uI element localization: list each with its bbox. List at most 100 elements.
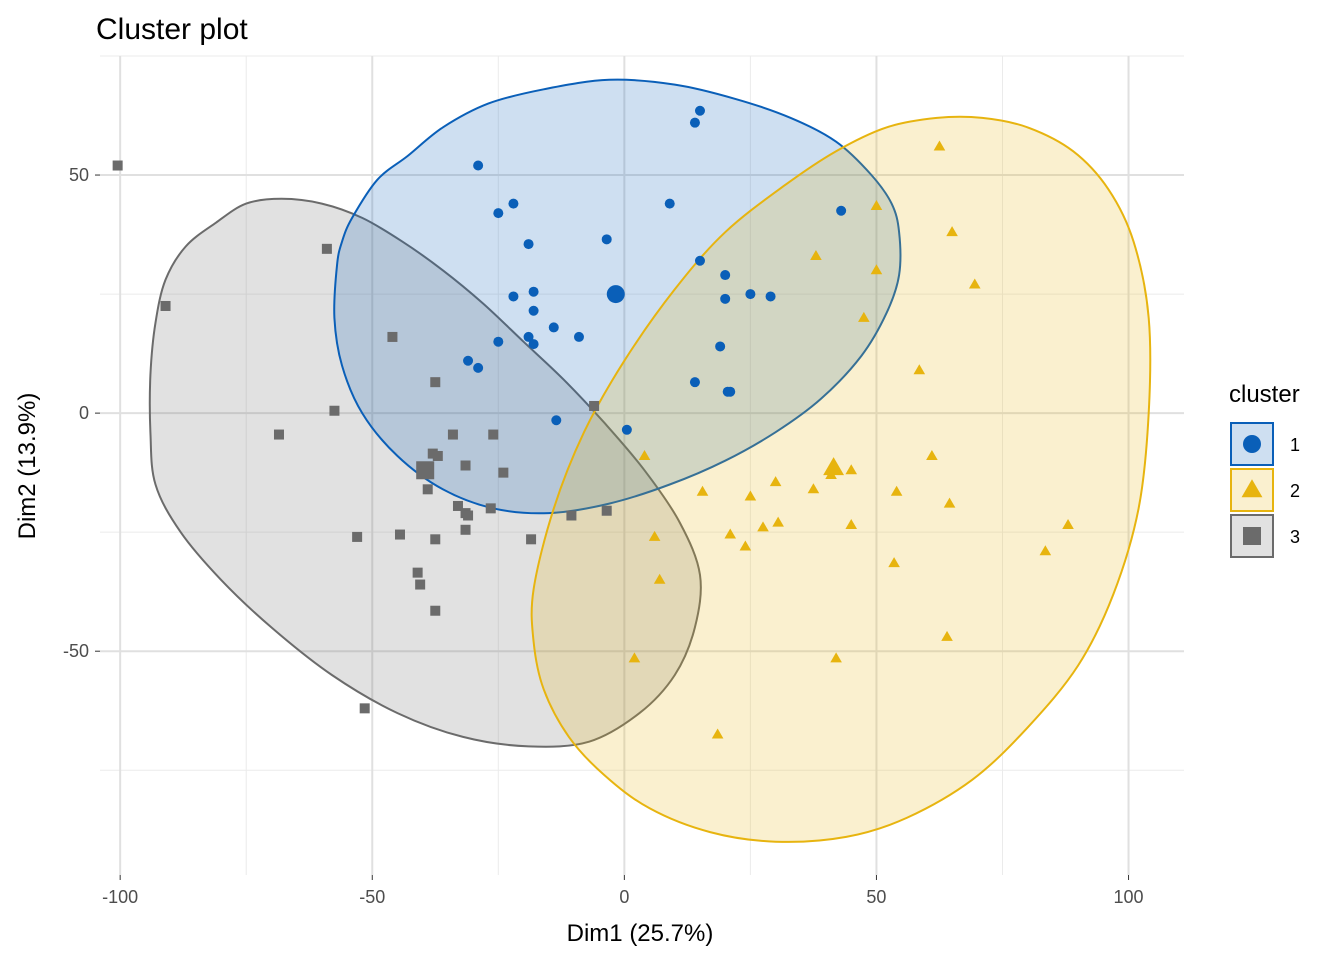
legend-symbol-2 [1241, 479, 1263, 498]
cluster-1-point [523, 331, 534, 342]
cluster-1-point [765, 291, 776, 302]
cluster-1-point [528, 305, 539, 316]
cluster-ellipses [148, 78, 1152, 843]
cluster-1-point [508, 291, 519, 302]
cluster-2-point [870, 199, 883, 210]
legend-symbol-1 [1243, 435, 1261, 453]
cluster-1-point [689, 377, 700, 388]
cluster-3-point [452, 500, 463, 511]
y-tick-label: 0 [79, 403, 89, 423]
cluster-1-point [548, 322, 559, 333]
cluster-2-ellipse [530, 115, 1152, 843]
cluster-3-point [273, 429, 284, 440]
cluster-3-point [321, 243, 332, 254]
cluster-2-point [648, 530, 661, 541]
cluster-3-point [427, 448, 438, 459]
cluster-1-centroid [606, 285, 625, 304]
cluster-2-point [757, 521, 769, 532]
cluster-1-point [836, 205, 847, 216]
cluster-3-point [329, 405, 340, 416]
cluster-3-point [460, 460, 471, 471]
legend: cluster 1 2 3 [1229, 381, 1300, 558]
cluster-3-point [112, 160, 123, 171]
cluster-2-point [810, 249, 822, 260]
x-tick-label: -100 [102, 887, 138, 907]
cluster-2-point [941, 630, 953, 641]
y-axis-title: Dim2 (13.9%) [14, 393, 41, 540]
cluster-2-point [858, 311, 870, 322]
y-tick-label: 50 [69, 165, 89, 185]
cluster-3-point [359, 703, 370, 714]
cluster-1-point [715, 341, 726, 352]
cluster-1-point [551, 415, 562, 426]
cluster-3-point [387, 331, 398, 342]
cluster-1-point [720, 293, 731, 304]
cluster-1-point [473, 362, 484, 373]
cluster-2-point [739, 540, 752, 551]
cluster-2-point [769, 476, 782, 487]
cluster-3-point [447, 429, 458, 440]
cluster-1-point [621, 424, 632, 435]
cluster-3-point [485, 503, 496, 514]
x-tick-label: 0 [619, 887, 629, 907]
y-tick-label: -50 [63, 641, 89, 661]
cluster-3-point [430, 605, 441, 616]
cluster-3-point [601, 505, 612, 516]
cluster-1-point [493, 336, 504, 347]
cluster-2-point [845, 464, 858, 475]
cluster-2-point [830, 652, 842, 663]
cluster-1-point [508, 198, 519, 209]
cluster-2-point [638, 449, 651, 460]
cluster-3-point [160, 300, 171, 311]
x-axis-ticks: -100 -50 0 50 100 [102, 875, 1144, 907]
cluster-1-point [523, 239, 534, 250]
cluster-1-point [694, 255, 705, 266]
cluster-3-point [498, 467, 509, 478]
cluster-2-point [724, 528, 737, 539]
cluster-1-point [463, 355, 474, 366]
cluster-3-point [463, 510, 474, 521]
cluster-2-point [943, 497, 956, 508]
cluster-3-point [430, 377, 441, 388]
cluster-2-point [888, 557, 900, 568]
legend-label-1: 1 [1290, 435, 1300, 455]
cluster-3-point [430, 534, 441, 545]
cluster-2-point [890, 485, 903, 496]
x-tick-label: -50 [359, 887, 385, 907]
cluster-2-point [744, 490, 757, 501]
cluster-3-point [488, 429, 499, 440]
cluster-3-point [566, 510, 577, 521]
cluster-3-point [589, 400, 600, 411]
cluster-2-point [913, 364, 926, 375]
legend-title: cluster [1229, 381, 1300, 408]
cluster-1-point [601, 234, 612, 245]
cluster-2-point [807, 483, 820, 494]
cluster-3-point [412, 567, 423, 578]
cluster-1-point [745, 289, 756, 300]
cluster-3-point [422, 484, 433, 495]
cluster-3-point [432, 450, 443, 461]
cluster-2-point [933, 140, 946, 151]
cluster-1-point [664, 198, 675, 209]
cluster-2-point [1062, 519, 1074, 530]
cluster-2-point [946, 226, 958, 237]
cluster-3-centroid [416, 461, 435, 480]
x-tick-label: 100 [1114, 887, 1144, 907]
cluster-1-point [694, 105, 705, 116]
cluster-2-centroid [823, 457, 845, 476]
legend-symbol-3 [1243, 527, 1261, 545]
cluster-2-point [1039, 545, 1052, 556]
cluster-3-point [415, 579, 426, 590]
cluster-2-point [968, 278, 981, 289]
y-axis-ticks: -50 0 50 [63, 165, 100, 661]
cluster-1-point [493, 208, 504, 219]
cluster-2-point [926, 449, 938, 460]
cluster-1-point [573, 331, 584, 342]
cluster-1-point [720, 270, 731, 281]
cluster-1-point [473, 160, 484, 171]
cluster-2-point [628, 652, 641, 663]
cluster-3-point [526, 534, 537, 545]
x-axis-title: Dim1 (25.7%) [567, 920, 714, 947]
cluster-1-point [725, 386, 736, 397]
